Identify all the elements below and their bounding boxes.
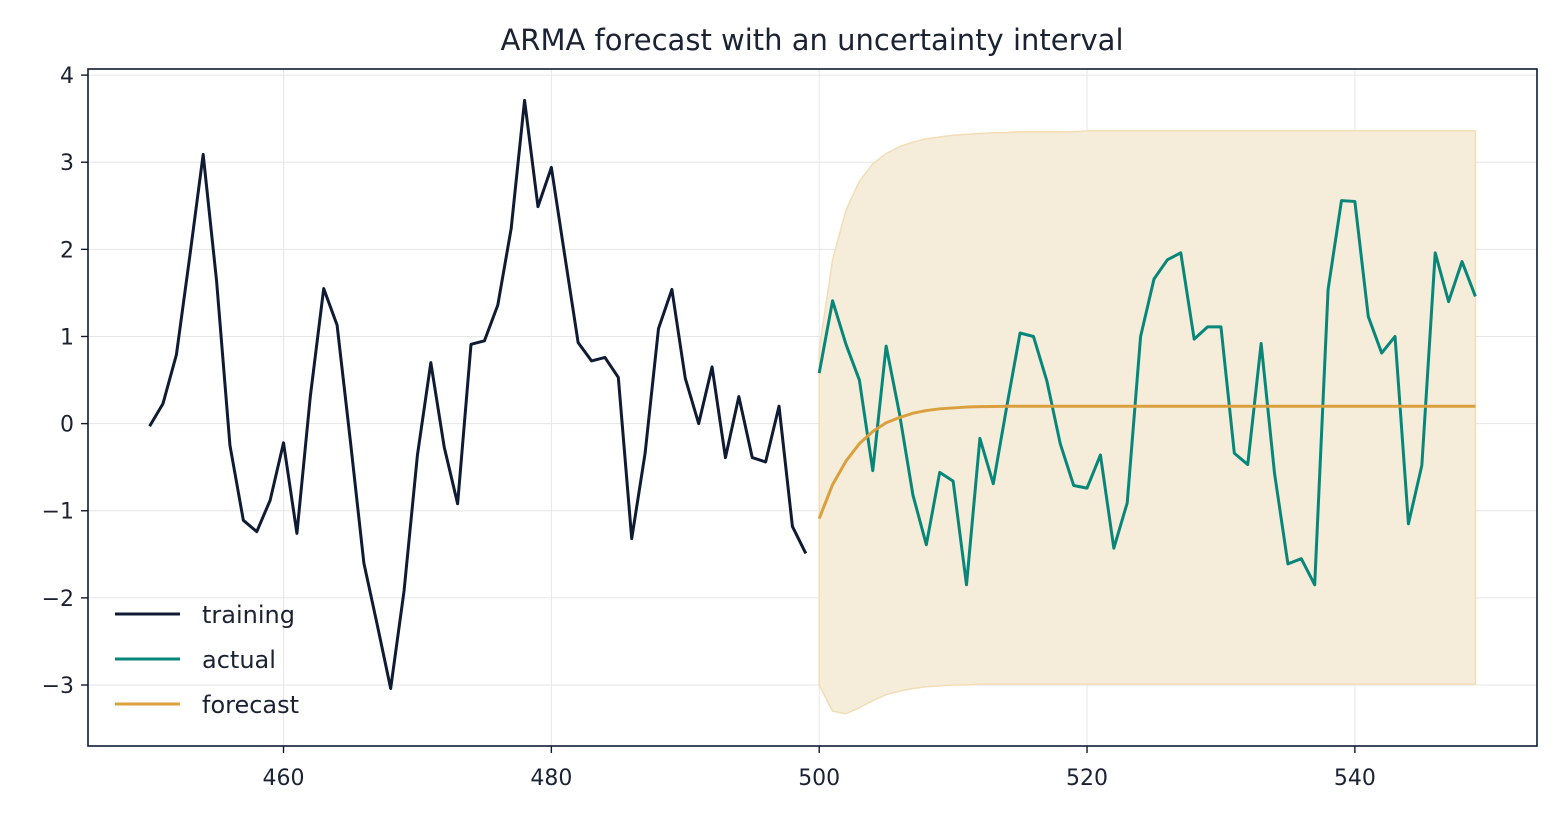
- x-tick-label: 460: [263, 766, 305, 791]
- y-tick-label: 3: [60, 151, 74, 176]
- legend-label-forecast: forecast: [202, 691, 299, 719]
- chart-title: ARMA forecast with an uncertainty interv…: [500, 23, 1123, 57]
- x-tick-label: 520: [1066, 766, 1108, 791]
- legend-label-actual: actual: [202, 646, 276, 674]
- series-layer: [148, 98, 1477, 690]
- x-tick-label: 540: [1334, 766, 1376, 791]
- y-tick-label: 2: [60, 238, 74, 263]
- y-tick-label: 1: [60, 325, 74, 350]
- y-tick-label: −1: [42, 500, 74, 525]
- uncertainty-band-layer: [818, 130, 1477, 715]
- forecast-line: [817, 404, 1476, 520]
- x-axis-ticks: 460 480 500 520 540: [263, 746, 1376, 791]
- x-tick-label: 500: [798, 766, 840, 791]
- x-tick-label: 480: [530, 766, 572, 791]
- plot-frame: [87, 68, 1538, 747]
- y-tick-label: −2: [42, 587, 74, 612]
- training-line: [148, 98, 808, 690]
- y-tick-label: 0: [60, 413, 74, 438]
- y-tick-label: −3: [42, 674, 74, 699]
- actual-line: [817, 199, 1477, 587]
- uncertainty-band: [818, 130, 1477, 715]
- y-axis-ticks: −3 −2 −1 0 1 2 3 4: [42, 64, 88, 699]
- legend-label-training: training: [202, 601, 295, 629]
- legend: training actual forecast: [115, 601, 299, 719]
- y-tick-label: 4: [60, 64, 74, 89]
